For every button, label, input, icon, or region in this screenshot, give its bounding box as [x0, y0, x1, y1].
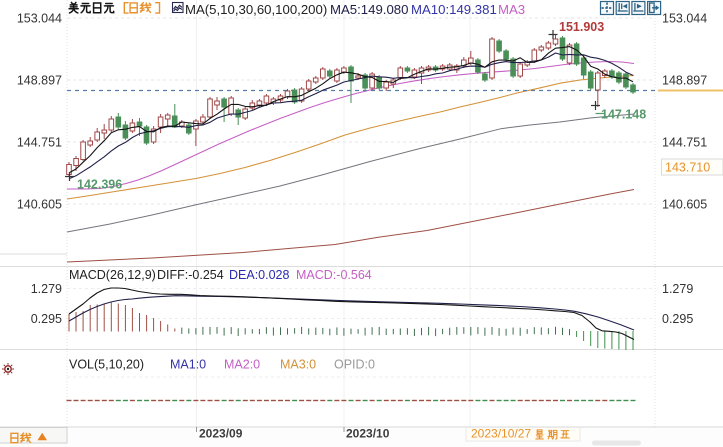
svg-text:MA10:149.381: MA10:149.381: [411, 2, 497, 17]
svg-text:0.295: 0.295: [31, 312, 62, 326]
svg-text:2023/09: 2023/09: [199, 427, 243, 441]
svg-text:147.148: 147.148: [601, 108, 646, 122]
svg-text:1.279: 1.279: [662, 282, 693, 296]
svg-text:153.044: 153.044: [662, 12, 707, 26]
svg-text:MA2:0: MA2:0: [224, 358, 260, 372]
svg-text:140.605: 140.605: [662, 198, 707, 212]
svg-text:DEA:0.028: DEA:0.028: [229, 268, 290, 282]
svg-text:0.295: 0.295: [662, 312, 693, 326]
svg-text:148.897: 148.897: [662, 74, 707, 88]
svg-text:1.279: 1.279: [31, 282, 62, 296]
svg-text:MA(5,10,30,60,100,200): MA(5,10,30,60,100,200): [185, 2, 327, 17]
svg-text:144.751: 144.751: [662, 136, 707, 150]
svg-text:MA3: MA3: [498, 2, 525, 17]
svg-text:MA5:149.080: MA5:149.080: [330, 2, 408, 17]
svg-text:VOL(5,10,20): VOL(5,10,20): [69, 358, 144, 372]
svg-text:OPID:0: OPID:0: [334, 358, 375, 372]
svg-text:MACD:-0.564: MACD:-0.564: [296, 268, 372, 282]
svg-text:2023/10: 2023/10: [346, 427, 390, 441]
svg-text:MA3:0: MA3:0: [280, 358, 316, 372]
svg-text:153.044: 153.044: [17, 12, 62, 26]
svg-text:148.897: 148.897: [17, 74, 62, 88]
svg-text:151.903: 151.903: [559, 20, 604, 34]
svg-text:2023/10/27: 2023/10/27: [471, 427, 531, 441]
svg-text:DIFF:-0.254: DIFF:-0.254: [157, 268, 224, 282]
svg-text:MACD(26,12,9): MACD(26,12,9): [69, 268, 156, 282]
svg-text:144.751: 144.751: [17, 136, 62, 150]
svg-text:MA1:0: MA1:0: [170, 358, 206, 372]
svg-text:140.605: 140.605: [17, 198, 62, 212]
svg-text:142.396: 142.396: [77, 178, 122, 192]
svg-text:143.710: 143.710: [665, 161, 710, 175]
